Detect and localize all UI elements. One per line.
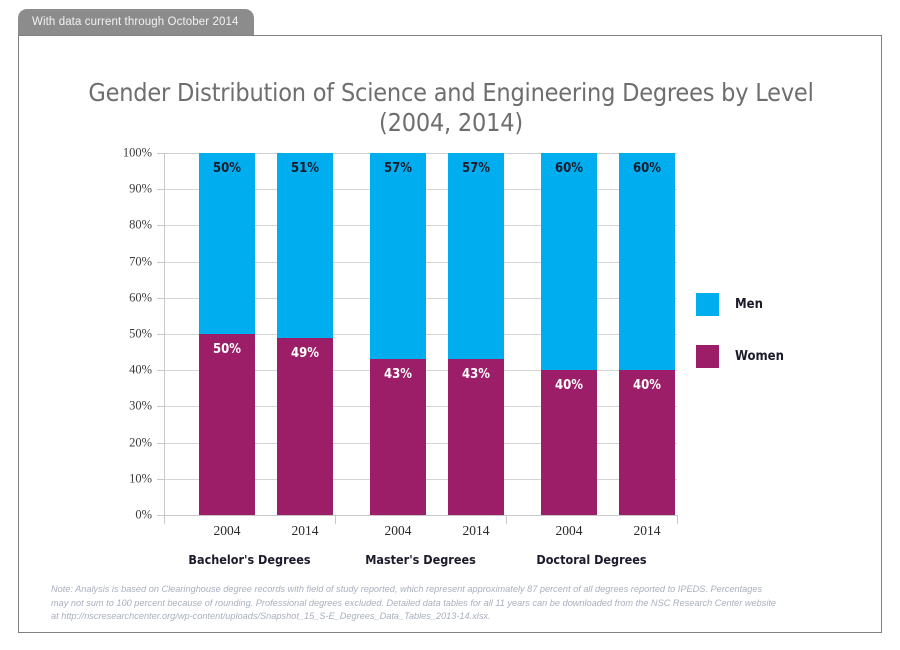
chart-title: Gender Distribution of Science and Engin…: [19, 78, 883, 138]
x-tick-separator-3: [677, 515, 678, 524]
x-axis-year-bachelors-2004: 2004: [213, 523, 241, 538]
bar-label-women: 50%: [213, 342, 241, 357]
x-axis-year-bachelors-2014: 2014: [291, 523, 319, 538]
bar-bachelors-2004[interactable]: 50% 50%: [199, 153, 255, 515]
y-axis-label-20: 20%: [129, 435, 152, 450]
y-axis-label-80: 80%: [129, 217, 152, 232]
chart-title-line-1: Gender Distribution of Science and Engin…: [88, 78, 814, 107]
y-axis-label-90: 90%: [129, 181, 152, 196]
y-tick-10: [157, 478, 164, 480]
bar-segment-women[interactable]: 50%: [199, 334, 255, 515]
y-axis-label-40: 40%: [129, 362, 152, 377]
y-tick-0: [157, 515, 164, 516]
y-tick-30: [157, 406, 164, 408]
y-tick-50: [157, 334, 164, 335]
legend-label-men: Men: [735, 296, 763, 312]
x-axis-group-bachelors: Bachelor's Degrees: [188, 552, 311, 567]
y-axis-label-0: 0%: [135, 507, 152, 522]
x-tick-separator-0: [164, 515, 165, 524]
x-axis-year-doctoral-2014: 2014: [633, 523, 661, 538]
bar-doctoral-2014[interactable]: 60% 40%: [619, 153, 675, 515]
x-axis-year-doctoral-2004: 2004: [555, 523, 583, 538]
bar-segment-men[interactable]: 57%: [448, 153, 504, 360]
y-tick-90: [157, 189, 164, 191]
bar-label-men: 51%: [291, 161, 319, 176]
bar-segment-women[interactable]: 43%: [448, 359, 504, 515]
bar-label-women: 43%: [462, 367, 490, 383]
bar-segment-men[interactable]: 50%: [199, 153, 255, 334]
bar-label-men: 60%: [555, 161, 583, 176]
bar-segment-men[interactable]: 51%: [277, 153, 333, 338]
chart-footnote: Note: Analysis is based on Clearinghouse…: [51, 583, 851, 624]
x-axis-year-masters-2014: 2014: [462, 523, 490, 538]
y-axis-label-10: 10%: [129, 471, 152, 486]
y-axis-label-100: 100%: [122, 145, 152, 160]
y-axis-label-70: 70%: [129, 254, 152, 269]
tab-strip: With data current through October 2014: [18, 9, 255, 36]
y-tick-60: [157, 297, 164, 299]
bar-bachelors-2014[interactable]: 51% 49%: [277, 153, 333, 515]
legend-swatch-men-icon: [696, 292, 719, 316]
bar-segment-men[interactable]: 60%: [541, 153, 597, 371]
footnote-line-2: may not sum to 100 percent because of ro…: [51, 597, 777, 608]
x-axis-line: [164, 515, 677, 516]
bar-segment-women[interactable]: 40%: [619, 370, 675, 515]
legend-item-women[interactable]: Women: [696, 344, 784, 368]
y-tick-20: [157, 442, 164, 444]
bar-label-women: 40%: [555, 378, 583, 394]
bar-masters-2014[interactable]: 57% 43%: [448, 153, 504, 515]
bar-segment-men[interactable]: 60%: [619, 153, 675, 371]
legend-item-men[interactable]: Men: [696, 292, 784, 316]
bar-label-men: 50%: [213, 161, 241, 176]
legend-label-women: Women: [735, 348, 784, 364]
y-axis-label-60: 60%: [129, 290, 152, 305]
x-tick-separator-1: [335, 515, 336, 524]
y-tick-40: [157, 370, 164, 372]
chart-card: Gender Distribution of Science and Engin…: [18, 35, 882, 633]
footnote-line-1: Note: Analysis is based on Clearinghouse…: [51, 584, 763, 594]
y-tick-100: [157, 153, 164, 154]
y-tick-70: [157, 261, 164, 263]
y-axis-label-50: 50%: [129, 326, 152, 341]
x-axis-year-masters-2004: 2004: [384, 523, 412, 538]
plot-area: 100% 90% 80% 70% 60% 50% 40% 30% 20% 10%…: [123, 146, 678, 567]
chart-title-line-2: (2004, 2014): [379, 108, 523, 137]
bar-masters-2004[interactable]: 57% 43%: [370, 153, 426, 515]
data-currency-tab[interactable]: With data current through October 2014: [18, 9, 255, 35]
bar-label-men: 57%: [384, 161, 412, 176]
bar-label-men: 57%: [462, 161, 490, 176]
chart-legend: Men Women: [696, 292, 784, 397]
bar-label-women: 49%: [291, 345, 319, 361]
bar-segment-men[interactable]: 57%: [370, 153, 426, 360]
bar-label-men: 60%: [633, 161, 661, 176]
legend-swatch-women-icon: [696, 344, 719, 368]
y-axis-label-30: 30%: [129, 398, 152, 413]
x-axis-group-masters: Master's Degrees: [365, 552, 476, 567]
bar-segment-women[interactable]: 43%: [370, 359, 426, 515]
footnote-line-3: at http://nscresearchcenter.org/wp-conte…: [51, 611, 491, 621]
bar-segment-women[interactable]: 40%: [541, 370, 597, 515]
bar-segment-women[interactable]: 49%: [277, 337, 333, 515]
y-tick-80: [157, 225, 164, 227]
y-axis-line: [164, 153, 165, 515]
x-axis-group-doctoral: Doctoral Degrees: [536, 552, 647, 567]
bar-label-women: 43%: [384, 367, 412, 383]
bar-label-women: 40%: [633, 378, 661, 394]
bar-doctoral-2004[interactable]: 60% 40%: [541, 153, 597, 515]
x-tick-separator-2: [506, 515, 507, 524]
